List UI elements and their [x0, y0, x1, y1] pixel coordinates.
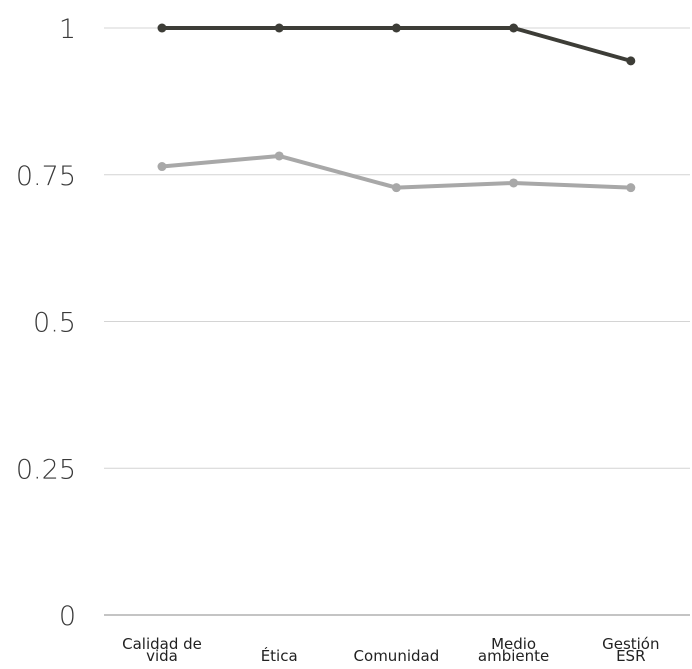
y-tick-label: 0.75	[16, 161, 76, 192]
x-tick-label: Calidad de vida	[122, 635, 202, 665]
x-axis-tick-labels: Calidad de vida Ética Comunidad Medio ambient…	[122, 635, 659, 665]
series-line	[160, 26, 633, 63]
data-point	[509, 23, 519, 33]
series-lines	[157, 23, 636, 193]
series-line	[160, 153, 633, 190]
x-tick-label: Gestión ESR	[602, 635, 659, 665]
series-2	[157, 151, 636, 193]
data-point	[509, 178, 519, 188]
data-point	[626, 56, 636, 66]
x-tick-label: Ética	[261, 646, 298, 665]
data-point	[157, 162, 167, 172]
x-tick-label: Comunidad	[354, 647, 440, 665]
x-tick-label: Medio ambiente	[478, 635, 549, 665]
gridlines	[104, 27, 690, 616]
data-point	[157, 23, 167, 33]
y-tick-label: 0	[59, 601, 76, 632]
data-point	[391, 23, 401, 33]
y-tick-label: 0.5	[33, 308, 76, 339]
data-point	[274, 151, 284, 161]
data-point	[626, 183, 636, 193]
y-tick-label: 0.25	[16, 454, 76, 485]
y-axis-tick-labels: 0 0.25 0.5 0.75 1	[16, 14, 76, 632]
y-tick-label: 1	[59, 14, 76, 45]
series-1	[157, 23, 636, 66]
data-point	[391, 183, 401, 193]
data-point	[274, 23, 284, 33]
